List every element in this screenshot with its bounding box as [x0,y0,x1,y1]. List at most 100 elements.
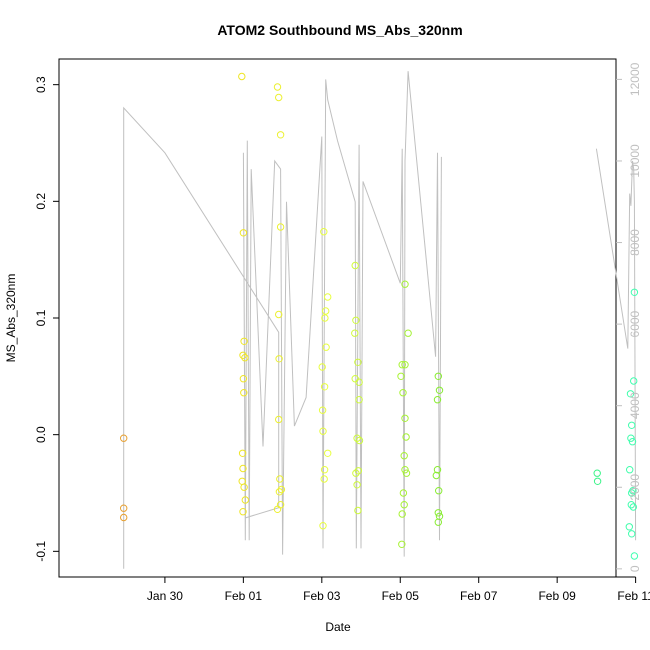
data-point [398,540,406,548]
data-point [320,228,328,236]
data-point [240,389,248,397]
data-point [398,361,406,369]
data-point [321,314,329,322]
plot-area [58,58,617,578]
data-point [435,487,443,495]
y2-tick-label: 2000 [628,474,642,501]
data-point [435,386,444,394]
data-point [120,434,128,442]
x-tick-label: Feb 03 [303,589,341,603]
data-point [432,471,440,480]
data-point [240,337,248,345]
data-point [355,378,363,386]
data-point [319,522,327,530]
data-point [628,530,636,538]
data-point [120,504,128,512]
data-point [239,229,248,237]
data-point [398,510,406,518]
data-point [277,485,286,494]
data-point [401,466,409,474]
data-point [239,508,247,516]
data-point [351,261,359,270]
data-point [241,354,249,362]
data-point [628,421,636,429]
data-point [401,414,409,422]
data-point [400,452,408,460]
y2-tick-label: 10000 [628,144,642,178]
data-point [433,466,442,474]
data-point [399,489,408,497]
y2-tick-label: 4000 [628,392,642,419]
secondary-trace-0 [123,71,442,569]
y2-axis: 0 2000 4000 6000 8000 10000 12000 [616,62,642,572]
data-point [402,433,410,441]
y2-tick-label: 12000 [628,62,642,96]
data-point [399,389,407,397]
data-point [628,489,636,497]
data-point [355,396,363,404]
data-point [239,464,247,473]
chart-title: ATOM2 Southbound MS_Abs_320nm [217,22,462,38]
y-tick-label: 0.1 [34,309,48,326]
x-tick-label: Jan 30 [147,589,183,603]
data-point [400,501,408,509]
data-point [354,506,362,515]
y-tick-label: -0.1 [34,541,48,562]
data-point [433,396,442,404]
data-point [318,363,326,371]
data-point [320,383,329,391]
data-point [275,93,283,102]
data-point [276,131,285,139]
data-point [351,329,359,337]
x-tick-label: Feb 05 [382,589,420,603]
data-point [276,475,284,483]
y-tick-label: 0.3 [34,76,48,93]
data-point [627,501,635,509]
data-point [352,469,360,477]
data-point [626,466,634,474]
data-point [353,434,361,442]
data-point [241,496,250,504]
secondary-trace-1 [595,148,637,541]
data-point [434,372,442,380]
y-axis-label: MS_Abs_320nm [4,274,18,363]
data-point [275,488,284,496]
data-point [626,390,635,398]
data-point [276,223,285,231]
y-tick-label: 0.0 [34,426,48,443]
data-point [319,427,327,435]
x-axis-label: Date [325,620,351,634]
data-point [352,316,360,324]
data-point [354,358,362,366]
data-point [322,307,330,315]
data-point [273,83,282,91]
data-point [320,475,328,483]
data-point [593,469,601,477]
data-point [629,503,637,511]
data-point [275,415,283,424]
data-point [275,355,283,363]
x-axis: Jan 30 Feb 01 Feb 03 Feb 05 Feb 07 Feb 09 Feb … [147,576,650,603]
data-point [625,523,633,531]
data-point [239,351,247,359]
data-point [275,310,283,319]
data-point [434,518,442,526]
data-point [404,329,412,337]
x-tick-label: Feb 07 [460,589,498,603]
data-point [355,436,364,445]
points-layer [120,72,639,560]
data-point [630,552,639,560]
data-point [353,481,361,489]
lines-layer [123,71,637,569]
data-point [628,438,637,446]
data-point [627,434,635,442]
data-point [238,72,246,81]
data-point [593,477,602,485]
y2-tick-label: 0 [628,565,642,572]
data-point [630,288,639,296]
data-point [354,467,362,475]
data-point [120,513,128,522]
data-point [318,406,327,414]
data-point [401,280,409,288]
